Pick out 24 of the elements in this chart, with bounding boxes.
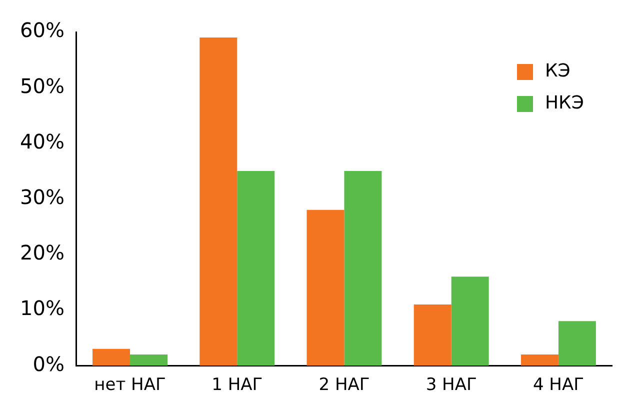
bar	[414, 304, 452, 366]
y-tick-label: 20%	[20, 240, 64, 265]
y-tick-label: 0%	[32, 352, 64, 376]
x-tick-label: 3 НАГ	[426, 375, 477, 396]
bar	[344, 171, 382, 366]
y-tick-label: 50%	[20, 74, 64, 98]
bar	[92, 348, 130, 366]
x-tick-label: 1 НАГ	[212, 375, 263, 396]
bar	[306, 210, 344, 366]
bar	[520, 354, 558, 366]
bar	[237, 171, 275, 366]
legend-label: КЭ	[545, 60, 570, 82]
x-tick-label: 2 НАГ	[318, 375, 370, 396]
bar	[451, 276, 489, 366]
bar	[558, 321, 596, 366]
bar	[130, 354, 168, 366]
y-tick-label: 40%	[20, 129, 64, 154]
x-tick-label: 4 НАГ	[532, 375, 584, 396]
y-tick-label: 10%	[20, 296, 64, 320]
y-tick-label: 60%	[20, 18, 64, 42]
legend-label: НКЭ	[545, 92, 584, 114]
x-tick-label: нет НАГ	[94, 375, 166, 396]
bar	[200, 38, 238, 366]
y-tick-label: 30%	[20, 185, 64, 210]
